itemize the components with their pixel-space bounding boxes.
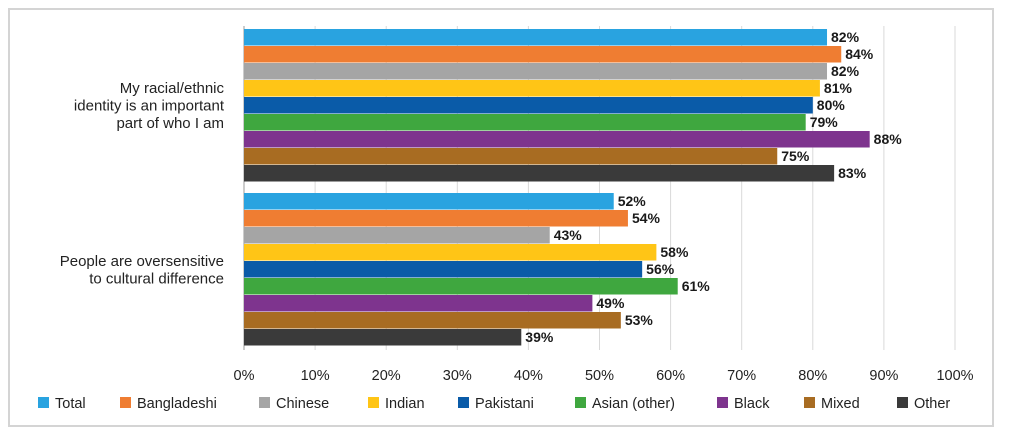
x-tick-label: 10% [301,368,330,384]
bar [244,210,628,227]
category-label-line: People are oversensitive [60,253,224,270]
data-label: 75% [781,148,810,164]
x-tick-label: 0% [234,368,255,384]
data-label: 39% [525,329,554,345]
data-label: 49% [596,295,625,311]
bar [244,227,550,244]
bar [244,329,522,346]
category-label: My racial/ethnic identity is an important… [74,80,225,132]
bar [244,63,828,80]
category-label-line: part of who I am [116,115,224,132]
x-tick-label: 80% [798,368,827,384]
x-tick-label: 60% [656,368,685,384]
data-label: 88% [874,131,903,147]
bar [244,312,621,329]
legend-swatch [804,397,815,408]
bar [244,244,657,261]
bar [244,165,835,182]
data-label: 52% [618,193,647,209]
legend: Total Bangladeshi Chinese Indian Pakistani As… [38,396,950,412]
x-tick-label: 70% [727,368,756,384]
category-label-line: to cultural difference [89,270,224,287]
data-label: 82% [831,29,860,45]
category-labels-group: My racial/ethnic identity is an important… [60,80,225,287]
category-label-line: My racial/ethnic [120,80,225,97]
legend-swatch [458,397,469,408]
data-label: 53% [625,312,654,328]
data-label: 43% [554,227,583,243]
legend-label: Mixed [821,396,860,412]
bar [244,193,614,210]
bar [244,97,813,114]
legend-label: Pakistani [475,396,534,412]
data-label: 80% [817,97,846,113]
x-tick-label: 20% [372,368,401,384]
data-label: 84% [845,46,874,62]
data-label: 61% [682,278,711,294]
legend-swatch [38,397,49,408]
bars-group [244,29,870,346]
legend-label: Asian (other) [592,396,675,412]
legend-label: Chinese [276,396,329,412]
legend-swatch [897,397,908,408]
x-tick-labels-group: 0% 10% 20% 30% 40% 50% 60% 70% 80% 90% 100% [234,368,974,384]
data-labels-group: 82%84%82%81%80%79%88%75%83%52%54%43%58%5… [525,29,902,345]
data-label: 83% [838,165,867,181]
data-label: 56% [646,261,675,277]
bar [244,148,778,165]
bar [244,114,806,131]
data-label: 58% [660,244,689,260]
data-label: 54% [632,210,661,226]
legend-label: Bangladeshi [137,396,217,412]
bar [244,29,828,46]
bar [244,46,842,63]
legend-swatch [368,397,379,408]
legend-label: Total [55,396,86,412]
category-label: People are oversensitive to cultural diff… [60,253,224,288]
legend-swatch [717,397,728,408]
legend-swatch [120,397,131,408]
x-tick-label: 90% [869,368,898,384]
bar [244,131,870,148]
x-tick-label: 100% [936,368,973,384]
legend-swatch [259,397,270,408]
data-label: 79% [810,114,839,130]
legend-swatch [575,397,586,408]
legend-label: Other [914,396,950,412]
bar [244,295,593,312]
legend-label: Indian [385,396,425,412]
chart-frame [8,8,994,427]
x-tick-label: 50% [585,368,614,384]
legend-label: Black [734,396,770,412]
bar [244,80,820,97]
bar [244,278,678,295]
bar [244,261,643,278]
category-label-line: identity is an important [74,98,225,115]
data-label: 82% [831,63,860,79]
x-tick-label: 30% [443,368,472,384]
data-label: 81% [824,80,853,96]
x-tick-label: 40% [514,368,543,384]
